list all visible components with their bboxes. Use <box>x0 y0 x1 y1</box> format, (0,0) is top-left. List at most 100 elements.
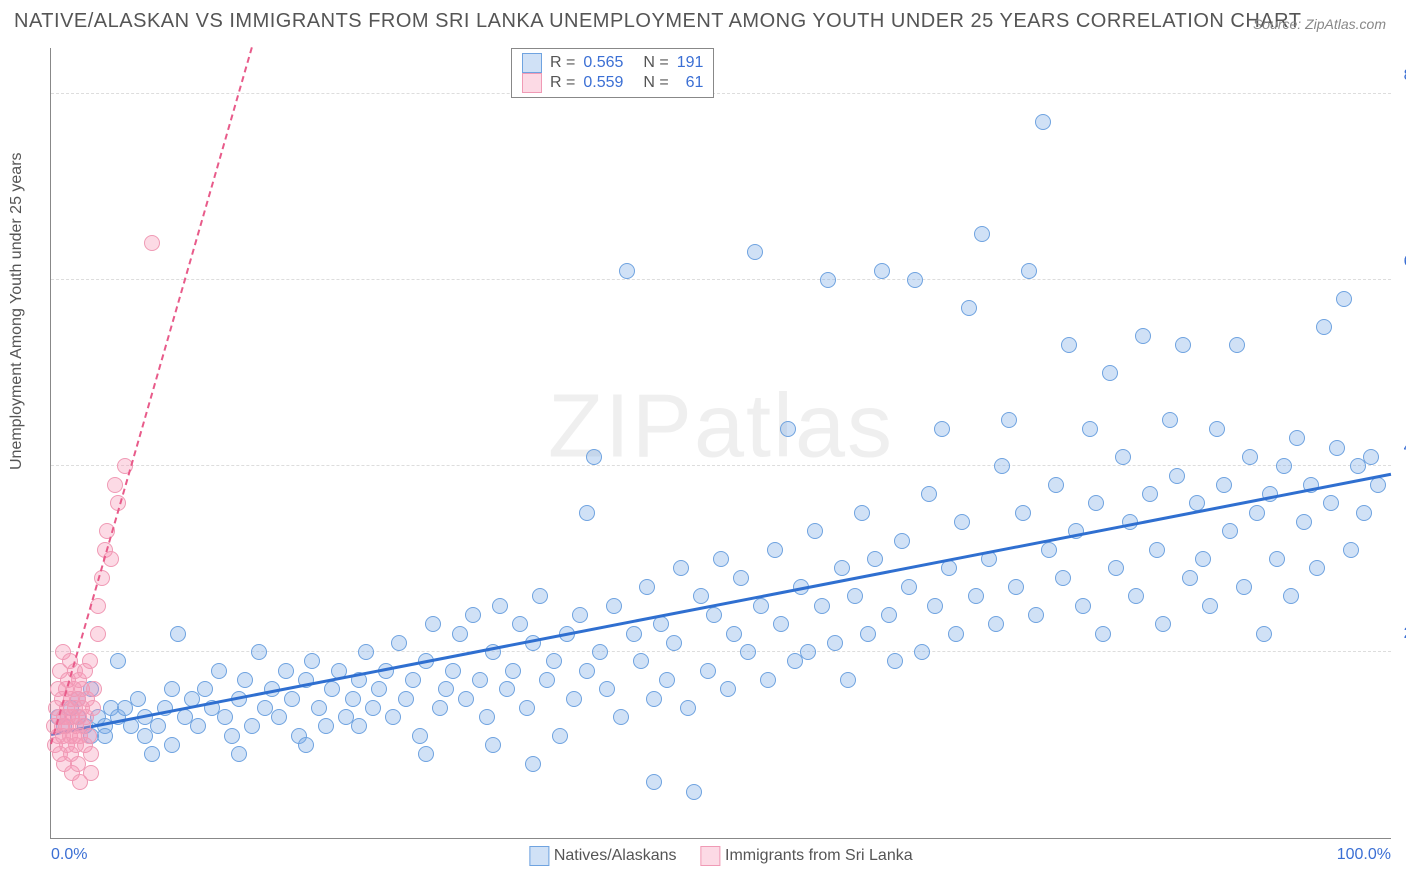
data-point <box>753 598 769 614</box>
data-point <box>646 774 662 790</box>
data-point <box>780 421 796 437</box>
data-point <box>1088 495 1104 511</box>
data-point <box>1048 477 1064 493</box>
legend-row: R = 0.565N = 191 <box>522 53 703 73</box>
data-point <box>834 560 850 576</box>
data-point <box>1296 514 1312 530</box>
data-point <box>86 681 102 697</box>
data-point <box>1149 542 1165 558</box>
data-point <box>1061 337 1077 353</box>
data-point <box>941 560 957 576</box>
data-point <box>1102 365 1118 381</box>
data-point <box>927 598 943 614</box>
data-point <box>881 607 897 623</box>
data-point <box>613 709 629 725</box>
data-point <box>713 551 729 567</box>
legend-swatch <box>701 846 721 866</box>
data-point <box>1162 412 1178 428</box>
data-point <box>1229 337 1245 353</box>
data-point <box>97 728 113 744</box>
gridline <box>51 93 1391 94</box>
legend-label: Natives/Alaskans <box>554 847 677 864</box>
legend-swatch <box>529 846 549 866</box>
x-tick-label: 100.0% <box>1337 846 1391 864</box>
data-point <box>365 700 381 716</box>
data-point <box>391 635 407 651</box>
legend-series: Natives/Alaskans Immigrants from Sri Lan… <box>529 846 912 866</box>
data-point <box>767 542 783 558</box>
legend-n-label: N = <box>643 74 668 92</box>
data-point <box>988 616 1004 632</box>
data-point <box>592 644 608 660</box>
data-point <box>1316 319 1332 335</box>
scatter-plot: ZIPatlas R = 0.565N = 191R = 0.559N = 61… <box>50 48 1391 839</box>
data-point <box>1236 579 1252 595</box>
data-point <box>673 560 689 576</box>
data-point <box>485 737 501 753</box>
data-point <box>164 681 180 697</box>
data-point <box>83 746 99 762</box>
data-point <box>150 718 166 734</box>
data-point <box>412 728 428 744</box>
data-point <box>445 663 461 679</box>
data-point <box>1195 551 1211 567</box>
data-point <box>539 672 555 688</box>
data-point <box>405 672 421 688</box>
data-point <box>1035 114 1051 130</box>
data-point <box>659 672 675 688</box>
data-point <box>224 728 240 744</box>
data-point <box>733 570 749 586</box>
data-point <box>1015 505 1031 521</box>
data-point <box>887 653 903 669</box>
data-point <box>827 635 843 651</box>
legend-item: Immigrants from Sri Lanka <box>701 846 913 866</box>
data-point <box>298 737 314 753</box>
data-point <box>345 691 361 707</box>
data-point <box>1336 291 1352 307</box>
data-point <box>680 700 696 716</box>
data-point <box>747 244 763 260</box>
data-point <box>720 681 736 697</box>
data-point <box>284 691 300 707</box>
legend-swatch <box>522 53 542 73</box>
data-point <box>519 700 535 716</box>
data-point <box>1329 440 1345 456</box>
data-point <box>304 653 320 669</box>
data-point <box>968 588 984 604</box>
data-point <box>907 272 923 288</box>
data-point <box>85 700 101 716</box>
data-point <box>458 691 474 707</box>
legend-n-label: N = <box>643 54 668 72</box>
data-point <box>1082 421 1098 437</box>
data-point <box>1028 607 1044 623</box>
data-point <box>579 663 595 679</box>
data-point <box>807 523 823 539</box>
data-point <box>311 700 327 716</box>
trend-line <box>50 47 253 745</box>
legend-row: R = 0.559N = 61 <box>522 73 703 93</box>
data-point <box>633 653 649 669</box>
data-point <box>1008 579 1024 595</box>
data-point <box>1269 551 1285 567</box>
data-point <box>1128 588 1144 604</box>
data-point <box>874 263 890 279</box>
y-axis-label: Unemployment Among Youth under 25 years <box>8 152 26 470</box>
data-point <box>1055 570 1071 586</box>
source-label: Source: ZipAtlas.com <box>1253 16 1386 32</box>
gridline <box>51 465 1391 466</box>
data-point <box>371 681 387 697</box>
data-point <box>318 718 334 734</box>
watermark: ZIPatlas <box>548 376 894 479</box>
data-point <box>438 681 454 697</box>
data-point <box>278 663 294 679</box>
data-point <box>586 449 602 465</box>
data-point <box>144 746 160 762</box>
data-point <box>619 263 635 279</box>
data-point <box>546 653 562 669</box>
data-point <box>244 718 260 734</box>
data-point <box>994 458 1010 474</box>
data-point <box>914 644 930 660</box>
data-point <box>954 514 970 530</box>
legend-r-value: 0.559 <box>583 74 623 92</box>
data-point <box>164 737 180 753</box>
